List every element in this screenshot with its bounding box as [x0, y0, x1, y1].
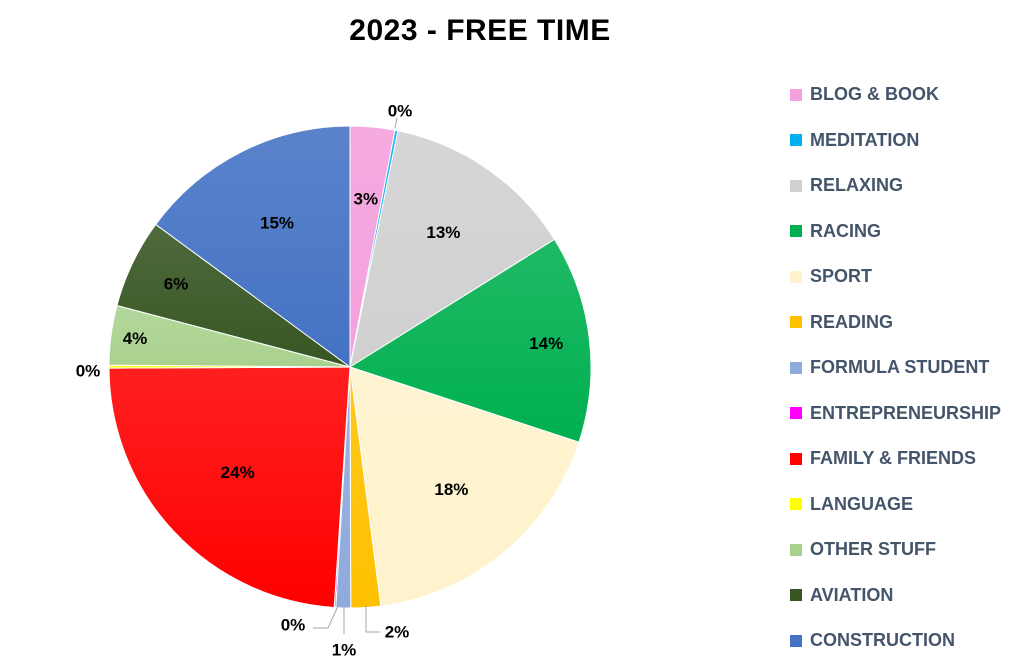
data-label-racing: 14%	[529, 334, 563, 353]
legend-label: FORMULA STUDENT	[810, 357, 990, 378]
data-label-meditation: 0%	[388, 102, 413, 121]
leader-line	[394, 117, 398, 129]
chart-title: 2023 - FREE TIME	[349, 14, 611, 47]
legend-item: FORMULA STUDENT	[790, 345, 1022, 391]
legend-swatch	[790, 270, 802, 283]
legend-item: RACING	[790, 209, 1022, 255]
data-label-relaxing: 13%	[426, 223, 460, 242]
legend-label: RELAXING	[810, 175, 904, 196]
legend-item: FAMILY & FRIENDS	[790, 436, 1022, 482]
legend-label: READING	[810, 311, 894, 332]
pie-slice-family-friends	[108, 366, 351, 609]
legend-swatch	[790, 316, 802, 329]
legend-swatch	[790, 452, 802, 465]
legend-item: BLOG & BOOK	[790, 72, 1022, 118]
legend-item: MEDITATION	[790, 118, 1022, 164]
legend-swatch	[790, 88, 802, 101]
data-label-reading: 2%	[385, 623, 410, 642]
legend-label: CONSTRUCTION	[810, 630, 955, 651]
legend-item: SPORT	[790, 254, 1022, 300]
legend-swatch	[790, 134, 802, 147]
legend-swatch	[790, 225, 802, 238]
pie-slice-relaxing	[349, 130, 556, 369]
data-label-language: 0%	[76, 362, 101, 381]
pie-slice-construction	[154, 125, 351, 368]
legend-swatch	[790, 589, 802, 602]
pie-slices	[108, 125, 592, 609]
leader-line	[365, 606, 380, 633]
chart-legend: BLOG & BOOK MEDITATION RELAXING RACING SPORT…	[790, 72, 1022, 664]
legend-label: BLOG & BOOK	[810, 84, 939, 105]
data-label-construction: 15%	[260, 214, 294, 233]
legend-swatch	[790, 179, 802, 192]
slice-labels: 3% 0% 13% 14% 18% 2% 1% 0% 24% 0% 4% 6% 15%	[76, 102, 564, 660]
legend-label: FAMILY & FRIENDS	[810, 448, 977, 469]
data-label-family-friends: 24%	[221, 463, 255, 482]
legend-label: RACING	[810, 220, 881, 241]
legend-item: AVIATION	[790, 573, 1022, 619]
leader-lines	[313, 117, 398, 634]
legend-swatch	[790, 498, 802, 511]
legend-item: RELAXING	[790, 163, 1022, 209]
legend-item: OTHER STUFF	[790, 527, 1022, 573]
legend-swatch	[790, 543, 802, 556]
legend-swatch	[790, 407, 802, 420]
pie-slice-sport	[349, 366, 580, 607]
data-label-blog-book: 3%	[354, 190, 379, 209]
pie-chart: 3% 0% 13% 14% 18% 2% 1% 0% 24% 0% 4% 6% 15%	[76, 102, 592, 660]
legend-label: AVIATION	[810, 584, 894, 605]
legend-item: LANGUAGE	[790, 482, 1022, 528]
data-label-other-stuff: 4%	[123, 329, 148, 348]
legend-swatch	[790, 361, 802, 374]
legend-item: READING	[790, 300, 1022, 346]
data-label-formula-student: 1%	[332, 641, 357, 660]
legend-label: MEDITATION	[810, 129, 920, 150]
legend-label: ENTREPRENEURSHIP	[810, 402, 1002, 423]
legend-item: ENTREPRENEURSHIP	[790, 391, 1022, 437]
legend-label: SPORT	[810, 266, 873, 287]
data-label-sport: 18%	[434, 480, 468, 499]
legend-swatch	[790, 634, 802, 647]
data-label-entrepreneurship: 0%	[281, 616, 306, 635]
legend-label: LANGUAGE	[810, 493, 913, 514]
data-label-aviation: 6%	[164, 274, 189, 293]
legend-item: CONSTRUCTION	[790, 618, 1022, 664]
pie-slice-racing	[348, 238, 592, 443]
leader-line	[313, 605, 339, 629]
legend-label: OTHER STUFF	[810, 539, 936, 560]
